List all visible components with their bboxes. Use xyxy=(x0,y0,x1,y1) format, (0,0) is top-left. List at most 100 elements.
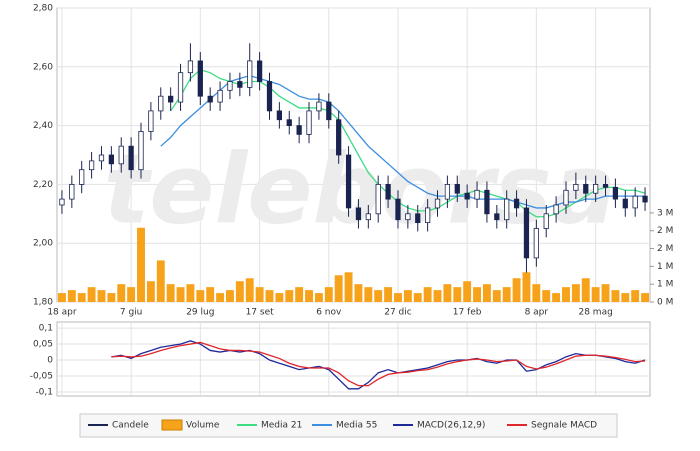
volume-bar xyxy=(245,278,254,302)
x-tick-label: 27 dic xyxy=(384,308,412,318)
candle-body xyxy=(573,183,579,191)
x-tick-label: 17 set xyxy=(246,308,275,318)
candle-body xyxy=(128,145,134,171)
candle-body xyxy=(197,60,203,97)
candle-body xyxy=(59,198,65,206)
candle-body xyxy=(217,89,223,103)
candle-body xyxy=(326,101,332,121)
volume-bar xyxy=(314,293,323,302)
volume-bar xyxy=(87,287,96,302)
volume-bar xyxy=(542,290,551,302)
candle-body xyxy=(602,183,609,188)
volume-bar xyxy=(532,284,541,302)
x-tick-label: 28 mag xyxy=(578,308,612,318)
candle-body xyxy=(474,189,480,200)
candle-body xyxy=(405,213,411,221)
x-tick-label: 6 nov xyxy=(316,308,342,318)
volume-bar xyxy=(255,287,264,302)
candle-body xyxy=(494,213,500,221)
x-tick-label: 29 lug xyxy=(186,308,214,318)
volume-bar xyxy=(324,287,333,302)
candle-body xyxy=(237,81,243,88)
volume-bar xyxy=(67,290,76,302)
candle-body xyxy=(385,183,391,200)
volume-bar xyxy=(265,290,274,302)
legend-label: MACD(26,12,9) xyxy=(417,421,485,431)
candle-body xyxy=(365,213,371,221)
candle-body xyxy=(563,189,569,206)
y-tick-label: 2,40 xyxy=(33,121,53,131)
volume-bar xyxy=(384,287,393,302)
candle-body xyxy=(415,213,421,224)
candle-body xyxy=(444,183,451,200)
grid-group xyxy=(57,7,650,396)
volume-bar xyxy=(305,290,313,302)
y-tick-label: 0,1 xyxy=(39,324,53,334)
y-tick-label: -0,05 xyxy=(30,372,53,382)
candle-body xyxy=(79,169,85,185)
volume-bar xyxy=(146,281,155,302)
volume-bar xyxy=(512,278,521,302)
candle-body xyxy=(454,183,460,194)
legend-box xyxy=(79,413,618,438)
candle-body xyxy=(484,189,490,215)
candle-body xyxy=(276,110,282,121)
y2-tick-label: 2 M xyxy=(657,244,673,254)
x-tick-label: 17 feb xyxy=(453,308,482,318)
volume-bar xyxy=(641,293,650,302)
y2-tick-label: 2 M xyxy=(657,226,673,236)
volume-bar xyxy=(196,290,205,302)
legend-label: Candele xyxy=(112,421,149,431)
candle-body xyxy=(543,213,549,229)
volume-bar xyxy=(226,290,234,302)
volume-bar xyxy=(413,293,422,302)
candle-body xyxy=(593,183,599,194)
volume-bar xyxy=(354,284,363,302)
series-line xyxy=(111,341,646,387)
volume-bar xyxy=(394,293,402,302)
candle-body xyxy=(504,198,510,221)
volume-bar xyxy=(285,290,294,302)
candle-body xyxy=(207,95,213,103)
series-line xyxy=(111,340,646,390)
price-panel xyxy=(56,7,651,303)
y-tick-label: 1,80 xyxy=(33,298,53,308)
volume-bar xyxy=(433,290,442,302)
volume-bar xyxy=(374,290,383,302)
volume-bar xyxy=(176,287,185,302)
volume-bar xyxy=(492,290,501,302)
volume-bar xyxy=(57,293,66,302)
volume-bar xyxy=(107,293,116,302)
candle-body xyxy=(336,119,342,156)
volume-bar xyxy=(117,284,126,302)
volume-bar xyxy=(235,281,244,302)
candle-body xyxy=(138,131,144,171)
legend-label: Media 21 xyxy=(261,421,302,431)
candle-body xyxy=(177,72,184,103)
volume-bar xyxy=(334,275,343,302)
volume-bar xyxy=(611,290,620,302)
y-tick-label: 2,60 xyxy=(33,62,53,72)
candle-body xyxy=(553,204,559,215)
candle-body xyxy=(286,119,292,127)
volume-bar xyxy=(137,227,145,302)
candle-body xyxy=(345,154,352,209)
volume-bar xyxy=(591,287,600,302)
candle-body xyxy=(622,198,628,209)
candle-body xyxy=(434,198,441,209)
volume-bar xyxy=(631,290,640,302)
volume-bar xyxy=(482,284,491,302)
volume-bar xyxy=(186,284,195,302)
candle-body xyxy=(158,95,164,112)
volume-bar xyxy=(275,293,284,302)
volume-bar xyxy=(127,287,136,302)
volume-bar xyxy=(443,284,452,302)
legend-label: Media 55 xyxy=(336,421,377,431)
volume-bar xyxy=(97,290,106,302)
candle-body xyxy=(187,60,194,74)
volume-bar xyxy=(364,287,373,302)
candle-body xyxy=(168,95,174,103)
x-tick-label: 8 apr xyxy=(525,308,549,318)
candle-body xyxy=(355,207,362,221)
